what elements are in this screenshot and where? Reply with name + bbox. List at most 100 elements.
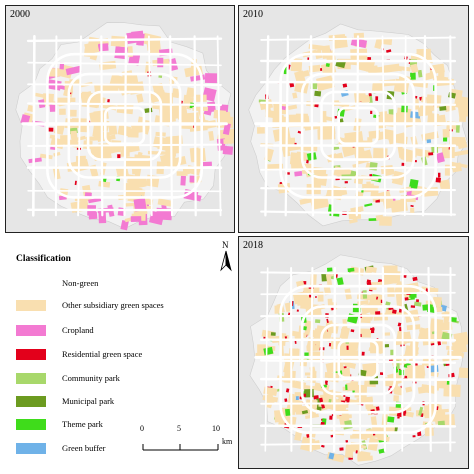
north-arrow-icon [220, 250, 232, 272]
theme-park-patch [325, 63, 330, 68]
other-subsidiary-patch [451, 387, 457, 394]
residential-patch [404, 375, 408, 380]
other-subsidiary-patch [405, 386, 413, 393]
road [259, 377, 457, 381]
legend-label: Community park [62, 373, 120, 383]
road [332, 266, 337, 453]
community-park-patch [369, 162, 378, 171]
community-park-patch [385, 301, 391, 307]
legend-item-green-buffer: Green buffer [16, 441, 106, 455]
road [260, 291, 456, 296]
other-subsidiary-patch [406, 372, 425, 379]
other-subsidiary-patch [439, 321, 453, 331]
residential-patch [48, 127, 54, 132]
road [259, 338, 457, 342]
other-subsidiary-patch [382, 128, 395, 141]
municipal-park-patch [301, 409, 309, 415]
road [421, 35, 427, 217]
road [260, 271, 456, 276]
cropland-patch [131, 30, 144, 38]
road [358, 267, 362, 452]
residential-patch [329, 415, 333, 420]
year-label: 2000 [10, 9, 30, 20]
other-subsidiary-patch [171, 88, 181, 99]
community-park-patch [362, 290, 368, 299]
other-subsidiary-patch [294, 392, 303, 397]
residential-patch [326, 318, 329, 323]
other-subsidiary-patch [190, 148, 206, 163]
residential-patch [325, 381, 328, 386]
other-subsidiary-patch [146, 41, 161, 51]
other-subsidiary-patch [390, 65, 403, 72]
road [284, 35, 290, 217]
other-subsidiary-patch [304, 125, 322, 131]
other-subsidiary-patch [192, 106, 208, 111]
residential-patch [438, 172, 441, 178]
other-subsidiary-patch [439, 179, 451, 192]
residential-patch [284, 398, 288, 402]
other-subsidiary-patch [350, 434, 367, 439]
green-buffer-patch [328, 452, 335, 460]
other-subsidiary-patch [71, 158, 90, 173]
other-subsidiary-patch [442, 129, 450, 138]
road [260, 210, 456, 216]
legend-swatch [16, 299, 46, 311]
other-subsidiary-patch [390, 199, 408, 213]
other-subsidiary-patch [386, 270, 401, 284]
other-subsidiary-patch [443, 311, 451, 324]
cropland-patch [204, 73, 218, 84]
other-subsidiary-patch [295, 406, 313, 415]
map-2010-svg [248, 23, 468, 227]
other-subsidiary-patch [354, 384, 368, 398]
residential-patch [343, 366, 347, 369]
other-subsidiary-patch [341, 328, 346, 340]
scale-tick-label: 10 [212, 424, 220, 433]
community-park-patch [418, 406, 424, 416]
theme-park-patch [345, 384, 348, 391]
residential-patch [370, 110, 373, 115]
other-subsidiary-patch [354, 149, 373, 165]
legend-label: Other subsidiary green spaces [62, 300, 164, 310]
residential-patch [450, 372, 455, 378]
road [26, 37, 223, 43]
residential-patch [350, 329, 355, 333]
other-subsidiary-patch [325, 273, 333, 287]
road [260, 441, 456, 446]
other-subsidiary-patch [393, 389, 400, 394]
road [193, 35, 197, 217]
other-subsidiary-patch [299, 197, 313, 205]
scale-tick-label: 5 [177, 424, 181, 433]
residential-patch [344, 181, 348, 184]
other-subsidiary-patch [373, 148, 388, 159]
other-subsidiary-patch [324, 372, 339, 379]
road [259, 424, 457, 428]
road [169, 35, 174, 217]
community-park-patch [315, 319, 321, 324]
other-subsidiary-patch [459, 109, 467, 123]
scale-bar: 0 5 10 km [140, 424, 236, 460]
map-panel-2018: 2018 [238, 236, 469, 469]
other-subsidiary-patch [176, 171, 188, 176]
cropland-patch [20, 114, 31, 125]
road [100, 35, 104, 217]
theme-park-patch [378, 448, 385, 454]
cropland-patch [189, 175, 195, 183]
road [148, 35, 153, 217]
other-subsidiary-patch [326, 320, 335, 334]
green-buffer-patch [426, 139, 432, 144]
legend: Classification Non-green Other subsidiar… [0, 236, 236, 472]
scale-unit: km [222, 437, 233, 446]
residential-patch [107, 99, 110, 103]
legend-item-community-park: Community park [16, 371, 120, 385]
legend-label: Green buffer [62, 443, 106, 453]
other-subsidiary-patch [380, 165, 394, 175]
residential-patch [399, 327, 402, 332]
community-park-patch [417, 69, 423, 78]
other-subsidiary-patch [357, 455, 373, 462]
other-subsidiary-patch [134, 160, 148, 168]
residential-patch [319, 397, 324, 403]
road [403, 35, 407, 217]
legend-swatch [16, 348, 46, 360]
other-subsidiary-patch [410, 63, 419, 74]
other-subsidiary-patch [170, 143, 181, 155]
